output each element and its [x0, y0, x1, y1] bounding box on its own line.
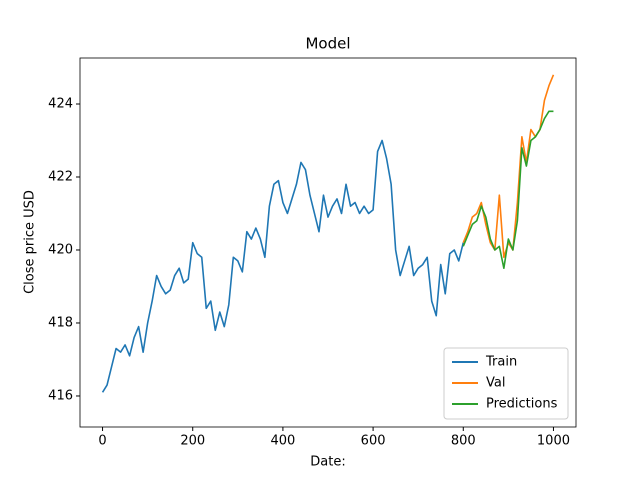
legend-box [443, 347, 569, 420]
x-tick-label: 1000 [537, 434, 570, 449]
y-tick-label: 422 [48, 169, 73, 184]
y-tick-label: 424 [48, 96, 73, 111]
y-tick-label: 420 [48, 242, 73, 257]
x-tick-label: 600 [361, 434, 386, 449]
legend-label: Val [486, 376, 505, 391]
x-axis-label: Date: [310, 455, 345, 470]
y-tick-label: 416 [48, 388, 73, 403]
x-tick-label: 0 [98, 434, 106, 449]
axes-frame [79, 57, 577, 428]
x-tick-label: 400 [270, 434, 295, 449]
y-axis-label: Close price USD [23, 190, 38, 294]
y-tick-label: 418 [48, 315, 73, 330]
legend-label: Predictions [486, 397, 558, 412]
chart-title: Model [305, 35, 350, 53]
series-line [462, 110, 554, 270]
x-tick-label: 800 [451, 434, 476, 449]
x-tick-label: 200 [180, 434, 205, 449]
legend-label: Train [485, 355, 517, 370]
series-line [101, 139, 465, 393]
